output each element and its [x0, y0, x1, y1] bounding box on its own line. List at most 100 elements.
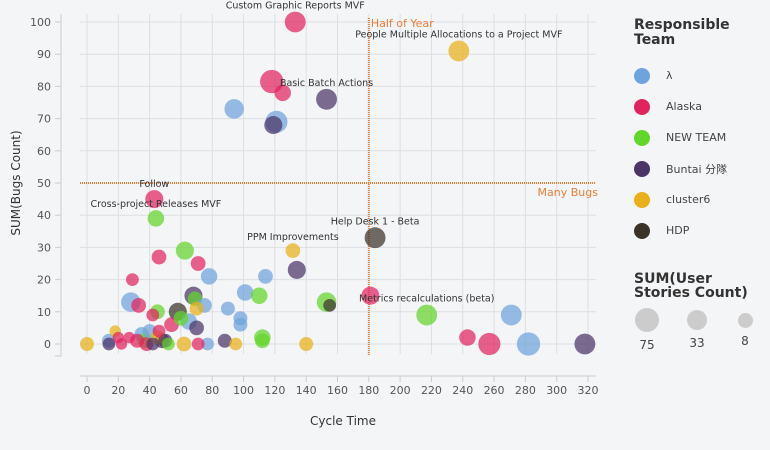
data-point	[217, 333, 232, 348]
data-point	[478, 332, 501, 356]
color-legend: Responsible Team λ Alaska NEW TEAM Buntai 分…	[634, 18, 764, 246]
y-tick-label: 10	[37, 306, 51, 319]
legend-swatch	[634, 160, 650, 177]
x-tick-label: 200	[390, 384, 411, 397]
x-tick-label: 100	[233, 384, 254, 397]
size-legend-label: 75	[639, 338, 655, 352]
data-point	[145, 190, 164, 209]
legend-item[interactable]: HDP	[634, 215, 764, 246]
data-point	[316, 88, 337, 110]
data-point	[250, 287, 268, 304]
legend-swatch	[634, 129, 650, 146]
data-point	[299, 336, 314, 352]
x-tick-label: 320	[578, 384, 599, 397]
point-annotations: Custom Graphic Reports MVF People Multipl…	[91, 1, 563, 305]
legend-item[interactable]: NEW TEAM	[634, 122, 764, 153]
size-legend-item: 8	[732, 308, 758, 348]
x-axis: 0 20 40 60 80 100 120 140 160 180 200 220 240 260 280 3…	[80, 375, 599, 397]
x-tick-label: 280	[515, 384, 536, 397]
point-label: Help Desk 1 - Beta	[331, 216, 420, 227]
data-point	[146, 308, 160, 322]
point-label: PPM Improvements	[247, 232, 339, 243]
data-point	[152, 324, 166, 338]
data-point	[102, 337, 116, 351]
data-point	[115, 338, 128, 350]
data-point	[264, 116, 283, 135]
reference-lines: Half of Year Many Bugs	[80, 17, 598, 356]
x-tick-label: 0	[84, 384, 91, 397]
legend-swatch	[634, 222, 650, 239]
legend-label: Buntai 分隊	[666, 162, 728, 176]
data-point	[236, 284, 254, 301]
x-tick-label: 260	[484, 384, 505, 397]
data-point	[131, 297, 147, 313]
data-point	[200, 268, 218, 285]
data-point	[416, 304, 438, 326]
data-point	[79, 336, 95, 352]
data-point	[126, 273, 139, 286]
data-point	[287, 260, 306, 279]
x-tick-label: 140	[296, 384, 317, 397]
legend-swatch	[634, 191, 650, 208]
x-tick-label: 180	[358, 384, 379, 397]
data-point	[574, 333, 596, 355]
x-tick-label: 160	[327, 384, 348, 397]
y-axis: 0 10 20 30 40 50 60 70 80 90 100	[30, 14, 62, 357]
color-legend-title: Responsible Team	[634, 17, 730, 48]
point-label: Custom Graphic Reports MVF	[226, 1, 365, 12]
data-point	[201, 337, 214, 351]
y-tick-label: 60	[37, 145, 51, 158]
size-legend-label: 33	[689, 336, 705, 350]
y-tick-label: 30	[37, 241, 51, 254]
legend-label: λ	[666, 69, 673, 82]
data-point	[175, 241, 194, 260]
y-tick-label: 100	[30, 16, 51, 29]
data-point	[516, 332, 541, 356]
point-label: Metrics recalculations (beta)	[359, 294, 494, 305]
data-point	[274, 84, 291, 102]
size-legend-item: 33	[684, 308, 710, 350]
y-axis-title: SUM(Bugs Count)	[9, 130, 23, 235]
data-point	[173, 310, 189, 326]
data-point	[190, 256, 206, 271]
data-point	[147, 210, 165, 227]
reference-label-half-of-year: Half of Year	[371, 17, 434, 30]
y-tick-label: 50	[37, 177, 51, 190]
data-point	[323, 298, 337, 312]
legend-item[interactable]: Buntai 分隊	[634, 153, 764, 184]
x-tick-label: 240	[452, 384, 473, 397]
x-tick-label: 40	[143, 384, 157, 397]
data-point	[229, 337, 243, 351]
x-axis-title: Cycle Time	[310, 414, 376, 428]
data-point	[233, 317, 248, 332]
x-tick-label: 20	[111, 384, 125, 397]
data-point	[254, 333, 270, 349]
x-tick-label: 80	[205, 384, 219, 397]
data-point	[123, 331, 135, 344]
y-tick-label: 40	[37, 209, 51, 222]
data-point	[500, 304, 522, 326]
data-points	[79, 11, 596, 356]
x-tick-label: 120	[264, 384, 285, 397]
y-tick-label: 20	[37, 274, 51, 287]
x-tick-label: 220	[421, 384, 442, 397]
point-label: People Multiple Allocations to a Project…	[355, 30, 562, 41]
point-label: Basic Batch Actions	[280, 78, 373, 89]
size-legend-dot	[687, 310, 707, 330]
y-tick-label: 80	[37, 80, 51, 93]
data-point	[189, 320, 204, 336]
legend-label: cluster6	[666, 193, 711, 206]
size-legend: SUM(User Stories Count) 75 33 8	[634, 272, 764, 358]
legend-label: Alaska	[666, 100, 702, 113]
data-point	[176, 336, 192, 352]
data-point	[162, 337, 175, 351]
data-point	[285, 243, 301, 258]
legend-item[interactable]: Alaska	[634, 91, 764, 122]
data-point	[189, 301, 204, 316]
data-point	[258, 269, 273, 284]
x-tick-label: 60	[174, 384, 188, 397]
point-label: Cross-project Releases MVF	[91, 199, 222, 210]
size-legend-dot	[635, 308, 659, 332]
legend-item[interactable]: cluster6	[634, 184, 764, 215]
legend-item[interactable]: λ	[634, 60, 764, 91]
